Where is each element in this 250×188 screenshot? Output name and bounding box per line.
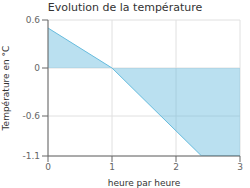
svg-text:-1.1: -1.1 (22, 151, 40, 161)
svg-text:1: 1 (109, 162, 115, 172)
svg-text:0.6: 0.6 (26, 16, 41, 25)
svg-text:2: 2 (173, 162, 179, 172)
html-text:Evolution de la température: Evolution de la température (47, 1, 203, 14)
svg-text:heure par heure: heure par heure (108, 178, 181, 188)
svg-text:-0.6: -0.6 (22, 111, 40, 121)
svg-text:0: 0 (34, 63, 40, 73)
svg-text:Température en °C: Température en °C (8, 46, 11, 132)
svg-text:3: 3 (237, 162, 242, 172)
svg-text:0: 0 (45, 162, 51, 172)
